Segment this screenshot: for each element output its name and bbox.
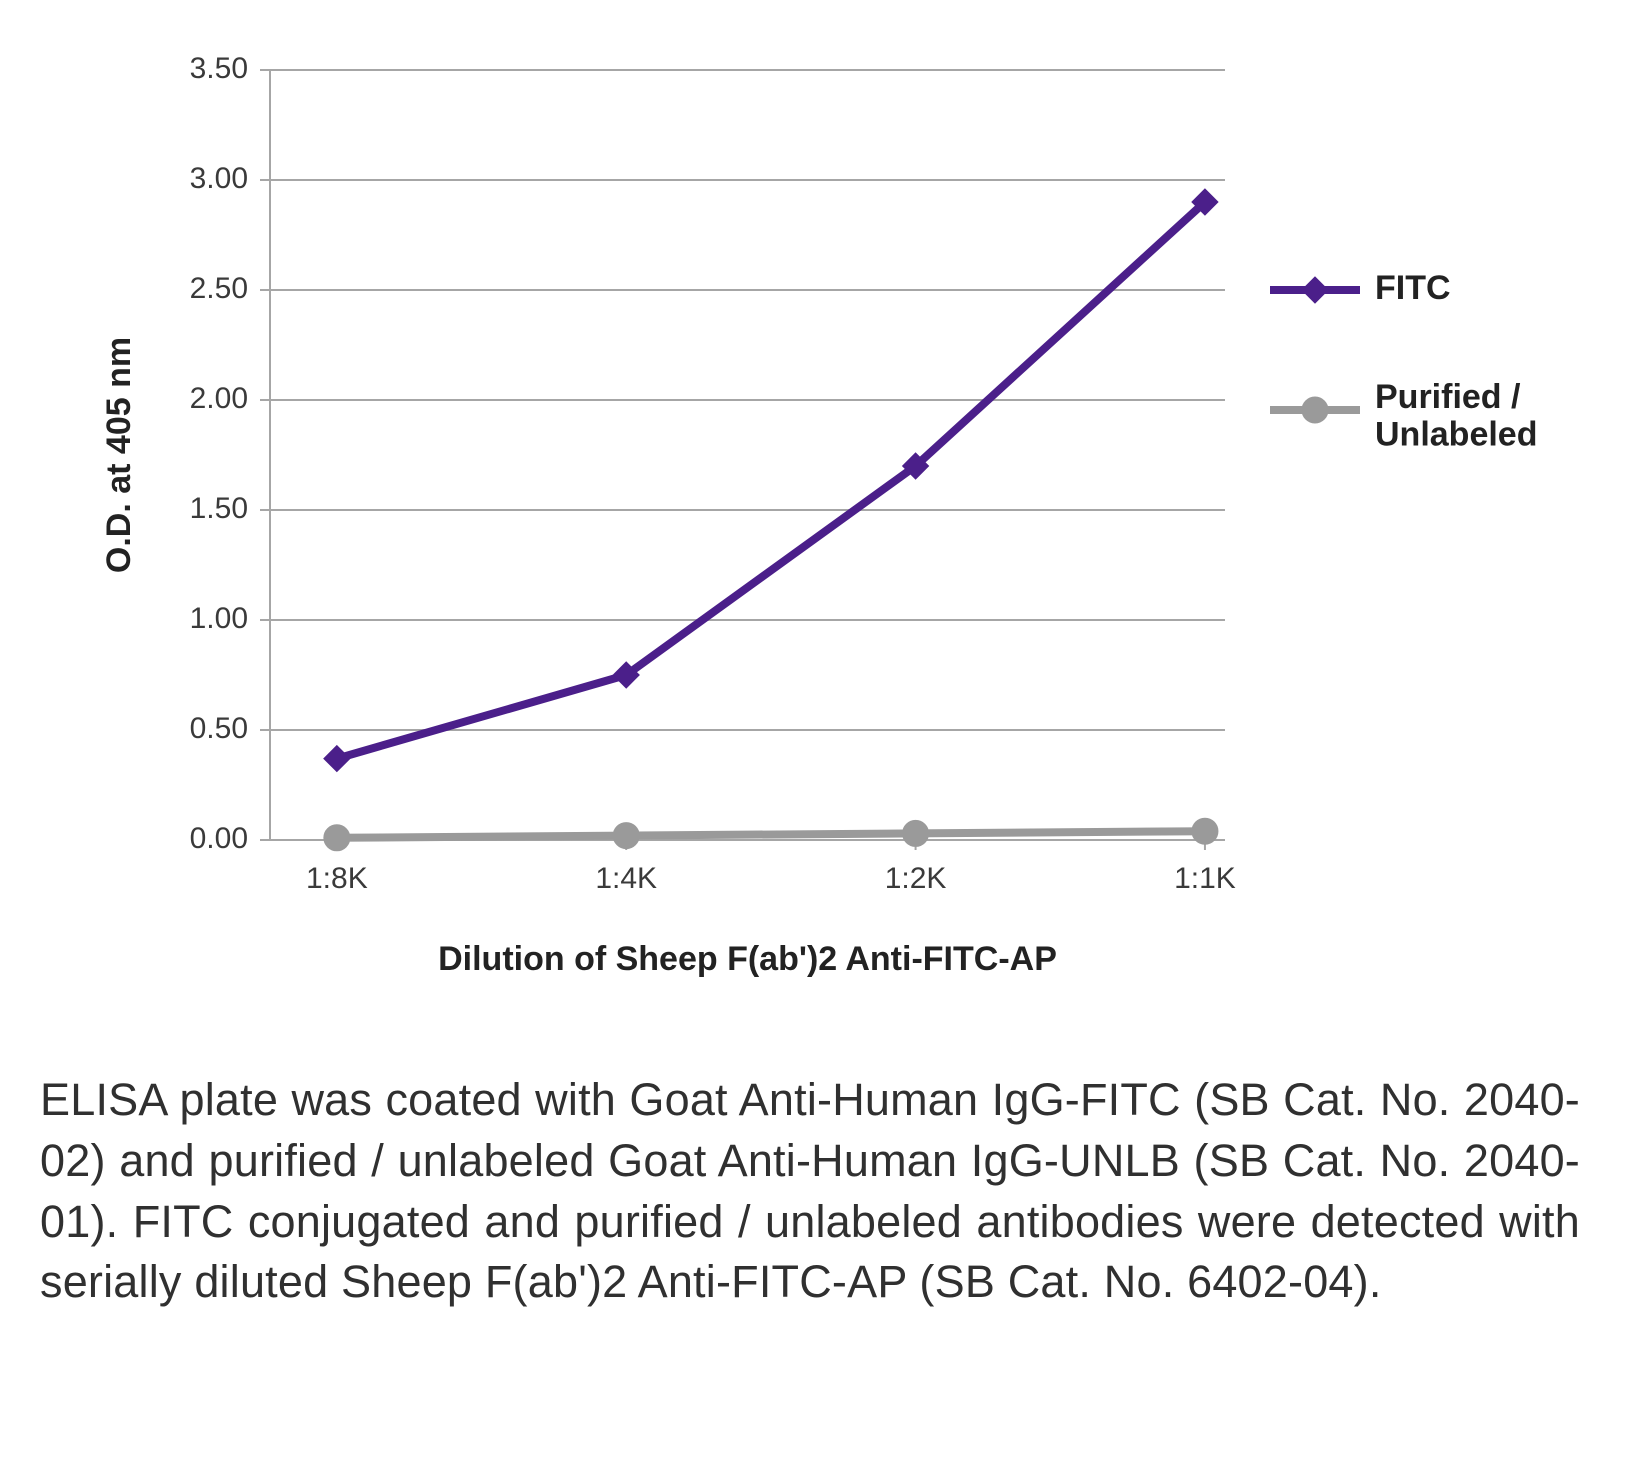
y-tick-label: 1.50 bbox=[190, 492, 248, 525]
legend-label: Purified / bbox=[1375, 378, 1521, 416]
data-marker-diamond bbox=[324, 746, 350, 772]
data-marker-circle bbox=[1302, 397, 1328, 423]
y-tick-label: 0.00 bbox=[190, 822, 248, 855]
data-marker-circle bbox=[324, 825, 350, 851]
data-marker-circle bbox=[613, 823, 639, 849]
series bbox=[324, 189, 1218, 772]
page-root: 0.00 0.50 1.00 1.50 2.00 2.50 3.00 3.50 1:8K 1:4K… bbox=[0, 0, 1629, 1477]
y-tick-label: 1.00 bbox=[190, 602, 248, 635]
y-tick-label: 2.00 bbox=[190, 382, 248, 415]
y-axis-label: O.D. at 405 nm bbox=[100, 337, 138, 573]
data-marker-circle bbox=[1192, 818, 1218, 844]
legend-label: FITC bbox=[1375, 269, 1451, 307]
series bbox=[324, 818, 1218, 851]
legend-entry: FITC bbox=[1270, 269, 1451, 307]
data-marker-circle bbox=[903, 820, 929, 846]
y-tick-label: 0.50 bbox=[190, 712, 248, 745]
x-tick-label: 1:8K bbox=[306, 862, 368, 895]
series-line bbox=[337, 202, 1205, 759]
y-tick-label: 2.50 bbox=[190, 272, 248, 305]
line-chart: 0.00 0.50 1.00 1.50 2.00 2.50 3.00 3.50 1:8K 1:4K… bbox=[40, 30, 1600, 1030]
chart-container: 0.00 0.50 1.00 1.50 2.00 2.50 3.00 3.50 1:8K 1:4K… bbox=[40, 30, 1589, 1030]
figure-caption: ELISA plate was coated with Goat Anti-Hu… bbox=[40, 1070, 1580, 1313]
series-line bbox=[337, 831, 1205, 838]
legend-entry: Purified /Unlabeled bbox=[1270, 378, 1537, 454]
x-tick-label: 1:1K bbox=[1174, 862, 1236, 895]
x-axis-label: Dilution of Sheep F(ab')2 Anti-FITC-AP bbox=[438, 940, 1057, 978]
x-tick-label: 1:4K bbox=[595, 862, 657, 895]
x-tick-label: 1:2K bbox=[885, 862, 947, 895]
y-tick-label: 3.00 bbox=[190, 162, 248, 195]
data-marker-diamond bbox=[1302, 277, 1328, 303]
legend-label: Unlabeled bbox=[1375, 416, 1537, 454]
y-tick-label: 3.50 bbox=[190, 52, 248, 85]
